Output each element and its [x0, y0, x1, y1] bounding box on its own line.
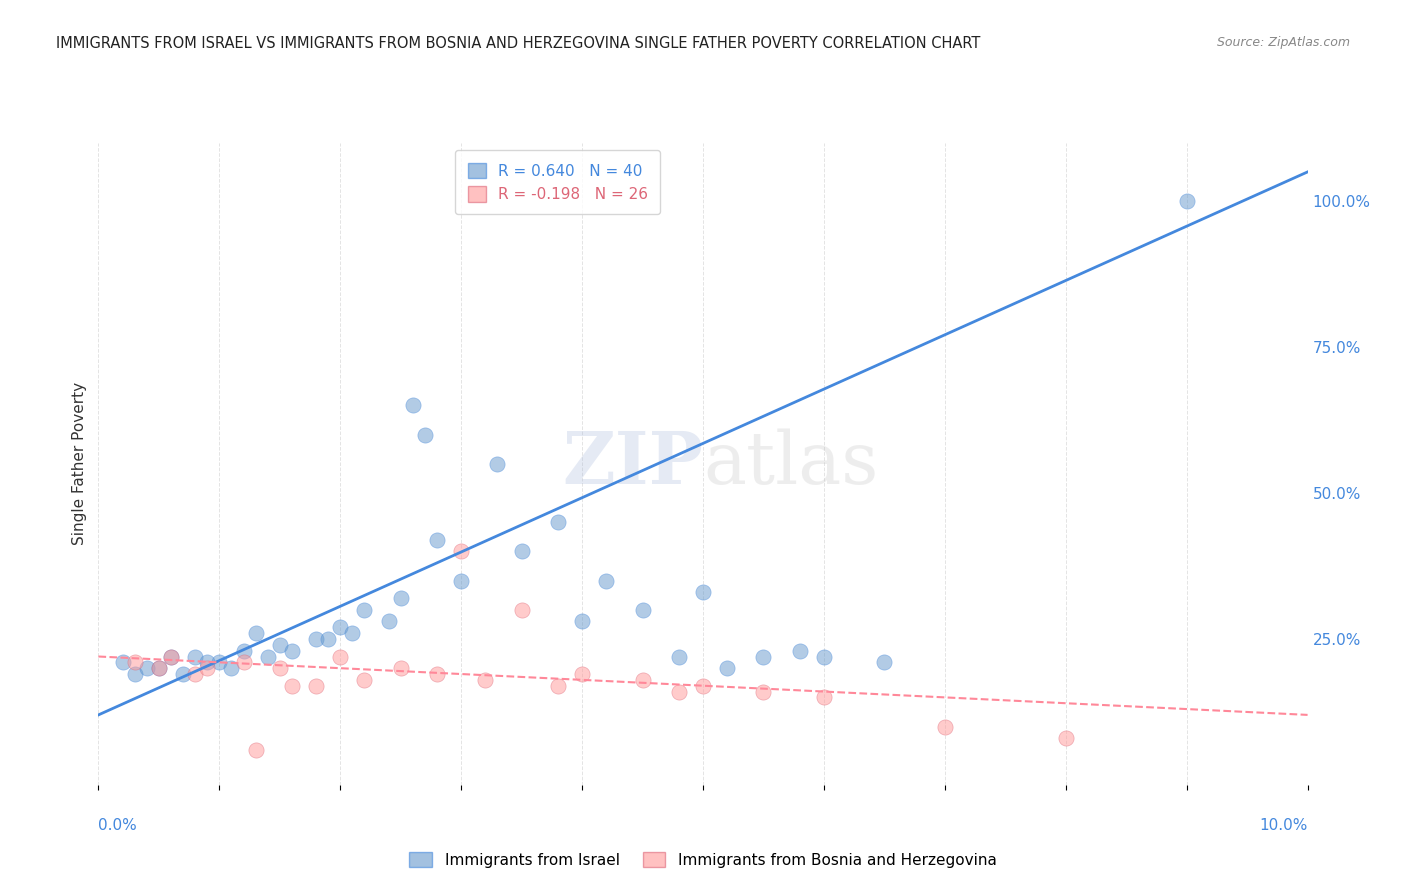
- Text: 10.0%: 10.0%: [1260, 818, 1308, 832]
- Point: [353, 673, 375, 687]
- Point: [148, 661, 170, 675]
- Point: [692, 679, 714, 693]
- Point: [547, 679, 569, 693]
- Point: [668, 684, 690, 698]
- Point: [668, 649, 690, 664]
- Point: [281, 643, 304, 657]
- Point: [389, 591, 412, 606]
- Point: [716, 661, 738, 675]
- Point: [813, 690, 835, 705]
- Legend: R = 0.640   N = 40, R = -0.198   N = 26: R = 0.640 N = 40, R = -0.198 N = 26: [456, 151, 661, 214]
- Text: Source: ZipAtlas.com: Source: ZipAtlas.com: [1216, 36, 1350, 49]
- Point: [195, 656, 218, 670]
- Point: [172, 667, 194, 681]
- Legend: Immigrants from Israel, Immigrants from Bosnia and Herzegovina: Immigrants from Israel, Immigrants from …: [402, 844, 1004, 875]
- Point: [305, 679, 328, 693]
- Point: [571, 615, 593, 629]
- Point: [426, 667, 449, 681]
- Point: [269, 638, 291, 652]
- Point: [221, 661, 243, 675]
- Point: [752, 649, 775, 664]
- Point: [1054, 731, 1077, 746]
- Point: [342, 626, 364, 640]
- Point: [135, 661, 157, 675]
- Point: [571, 667, 593, 681]
- Point: [353, 603, 375, 617]
- Point: [256, 649, 278, 664]
- Point: [245, 626, 267, 640]
- Point: [124, 656, 146, 670]
- Point: [208, 656, 231, 670]
- Point: [547, 515, 569, 529]
- Point: [389, 661, 412, 675]
- Point: [595, 574, 617, 588]
- Point: [631, 603, 654, 617]
- Point: [160, 649, 183, 664]
- Point: [160, 649, 183, 664]
- Point: [148, 661, 170, 675]
- Point: [873, 656, 896, 670]
- Point: [426, 533, 449, 547]
- Point: [692, 585, 714, 599]
- Point: [245, 743, 267, 757]
- Point: [934, 720, 956, 734]
- Point: [232, 656, 254, 670]
- Point: [486, 457, 509, 471]
- Text: ZIP: ZIP: [562, 428, 703, 500]
- Point: [813, 649, 835, 664]
- Point: [450, 544, 472, 558]
- Point: [124, 667, 146, 681]
- Point: [269, 661, 291, 675]
- Point: [184, 649, 207, 664]
- Point: [377, 615, 399, 629]
- Point: [413, 427, 436, 442]
- Point: [281, 679, 304, 693]
- Point: [329, 649, 352, 664]
- Text: 0.0%: 0.0%: [98, 818, 138, 832]
- Point: [474, 673, 496, 687]
- Point: [329, 620, 352, 634]
- Point: [111, 656, 134, 670]
- Point: [1175, 194, 1198, 208]
- Point: [752, 684, 775, 698]
- Point: [402, 399, 425, 413]
- Point: [316, 632, 339, 646]
- Point: [232, 643, 254, 657]
- Point: [789, 643, 811, 657]
- Point: [510, 603, 533, 617]
- Text: IMMIGRANTS FROM ISRAEL VS IMMIGRANTS FROM BOSNIA AND HERZEGOVINA SINGLE FATHER P: IMMIGRANTS FROM ISRAEL VS IMMIGRANTS FRO…: [56, 36, 980, 51]
- Y-axis label: Single Father Poverty: Single Father Poverty: [72, 383, 87, 545]
- Point: [510, 544, 533, 558]
- Point: [195, 661, 218, 675]
- Point: [305, 632, 328, 646]
- Point: [631, 673, 654, 687]
- Point: [450, 574, 472, 588]
- Point: [184, 667, 207, 681]
- Text: atlas: atlas: [703, 428, 879, 500]
